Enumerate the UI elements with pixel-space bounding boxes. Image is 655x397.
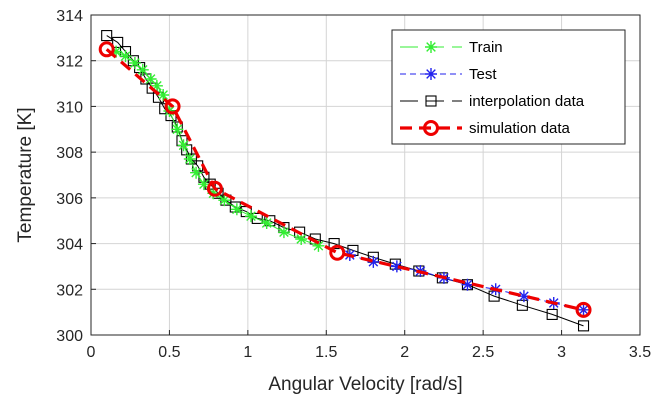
series-layer	[98, 30, 592, 332]
data-point-train	[136, 63, 149, 76]
data-point-train	[197, 178, 210, 191]
y-tick-label: 302	[56, 282, 83, 299]
x-tick-label: 0	[87, 344, 96, 361]
data-point-train	[171, 123, 184, 136]
x-axis-ticks: 0 0.5 1 1.5 2 2.5 3 3.5	[87, 330, 651, 361]
x-tick-label: 0.5	[158, 344, 180, 361]
legend-label-interpolation-data: interpolation data	[469, 93, 585, 110]
data-point-test	[390, 260, 403, 273]
legend: Train Test interpolation data simulation da…	[391, 29, 626, 145]
data-point-interpolation-data	[127, 55, 139, 67]
x-axis-label: Angular Velocity [rad/s]	[268, 374, 462, 395]
plot-frame	[90, 14, 641, 336]
y-axis-ticks: 300 302 304 306 308 310 312 314	[56, 8, 96, 345]
data-point-train	[230, 203, 243, 216]
data-point-train	[110, 45, 123, 58]
y-tick-label: 304	[56, 237, 83, 254]
y-tick-label: 308	[56, 145, 83, 162]
legend-label-simulation-data: simulation data	[469, 120, 571, 137]
legend-label-train: Train	[469, 39, 503, 56]
legend-marker-simulation-data	[423, 120, 439, 136]
data-point-test	[577, 303, 590, 316]
x-tick-label: 1	[243, 344, 252, 361]
series-simulation-data	[98, 41, 592, 318]
data-point-train	[157, 89, 170, 101]
y-tick-label: 310	[56, 99, 83, 116]
data-point-train	[177, 139, 190, 152]
series-train	[110, 45, 325, 252]
data-point-interpolation-data	[546, 308, 558, 320]
x-tick-label: 1.5	[315, 344, 337, 361]
data-point-interpolation-data	[577, 320, 590, 332]
legend-marker-test	[425, 68, 437, 80]
data-point-interpolation-data	[251, 212, 263, 224]
data-point-train	[190, 166, 203, 179]
data-point-simulation-data	[329, 244, 346, 261]
data-point-interpolation-data	[229, 201, 241, 213]
data-point-train	[144, 73, 157, 85]
data-point-train	[260, 217, 273, 229]
x-tick-label: 2	[400, 344, 409, 361]
data-point-train	[218, 194, 231, 207]
data-point-test	[367, 255, 380, 268]
data-point-train	[119, 50, 132, 63]
legend-entry-test: Test	[400, 66, 497, 83]
data-point-simulation-data	[164, 98, 181, 115]
y-tick-label: 306	[56, 191, 83, 208]
data-point-interpolation-data	[101, 30, 113, 42]
legend-marker-train	[425, 41, 437, 53]
data-point-interpolation-data	[112, 36, 124, 48]
data-point-train	[128, 57, 141, 69]
y-axis-label: Temperature [K]	[15, 107, 36, 242]
data-point-train	[207, 187, 220, 200]
data-point-train	[150, 79, 163, 92]
data-point-train	[295, 233, 308, 245]
y-tick-label: 300	[56, 328, 83, 345]
legend-entry-interpolation-data: interpolation data	[400, 93, 585, 110]
data-point-test	[517, 290, 530, 303]
data-point-simulation-data	[98, 41, 115, 58]
data-point-train	[312, 239, 325, 252]
data-point-interpolation-data	[516, 299, 528, 311]
x-tick-label: 3.5	[629, 344, 651, 361]
y-tick-label: 312	[56, 54, 83, 71]
x-tick-label: 2.5	[472, 344, 494, 361]
data-point-train	[183, 153, 196, 165]
legend-marker-interpolation-data	[425, 95, 437, 107]
legend-entry-simulation-data: simulation data	[400, 120, 571, 137]
data-point-train	[277, 226, 290, 239]
legend-label-test: Test	[469, 66, 497, 83]
data-point-test	[461, 278, 474, 291]
data-point-simulation-data	[206, 180, 223, 197]
data-point-simulation-data	[575, 301, 592, 318]
y-tick-label: 314	[56, 8, 83, 25]
series-line-simulation-data	[105, 48, 584, 312]
data-point-train	[244, 210, 257, 223]
x-tick-label: 3	[557, 344, 566, 361]
legend-entry-train: Train	[400, 39, 503, 56]
